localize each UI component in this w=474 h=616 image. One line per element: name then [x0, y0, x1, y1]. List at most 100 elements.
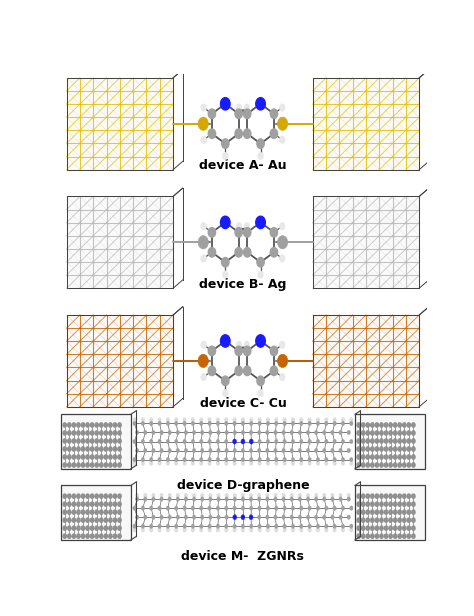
Circle shape — [339, 430, 342, 435]
Circle shape — [241, 514, 245, 520]
Circle shape — [402, 534, 406, 538]
Circle shape — [144, 515, 147, 519]
Circle shape — [249, 421, 253, 426]
Circle shape — [63, 431, 66, 435]
Circle shape — [412, 510, 415, 514]
Circle shape — [86, 510, 89, 514]
Circle shape — [220, 97, 230, 110]
Circle shape — [233, 418, 236, 421]
Circle shape — [384, 455, 388, 459]
Circle shape — [244, 248, 251, 257]
Circle shape — [258, 271, 264, 278]
Circle shape — [241, 448, 245, 453]
Circle shape — [86, 518, 89, 522]
Circle shape — [91, 502, 94, 506]
Circle shape — [77, 526, 80, 530]
Circle shape — [357, 439, 360, 443]
Circle shape — [279, 222, 285, 230]
Circle shape — [91, 439, 94, 443]
Circle shape — [333, 529, 336, 532]
Circle shape — [95, 510, 99, 514]
Circle shape — [331, 497, 334, 501]
Circle shape — [158, 418, 161, 421]
Circle shape — [393, 431, 397, 435]
Circle shape — [201, 515, 204, 519]
Circle shape — [191, 439, 195, 444]
Circle shape — [389, 447, 392, 451]
Circle shape — [149, 457, 153, 462]
Circle shape — [389, 534, 392, 538]
Circle shape — [407, 439, 410, 443]
Circle shape — [347, 494, 350, 497]
Circle shape — [347, 448, 350, 453]
Circle shape — [233, 506, 237, 511]
Circle shape — [100, 439, 103, 443]
Circle shape — [142, 461, 144, 465]
Circle shape — [191, 418, 194, 421]
Circle shape — [325, 461, 328, 465]
Circle shape — [166, 421, 170, 426]
Circle shape — [95, 423, 99, 427]
Circle shape — [235, 129, 242, 139]
Circle shape — [91, 518, 94, 522]
Circle shape — [77, 455, 80, 459]
Circle shape — [201, 136, 207, 144]
Circle shape — [306, 515, 310, 519]
Circle shape — [270, 248, 278, 257]
Circle shape — [266, 494, 269, 497]
Circle shape — [209, 497, 212, 501]
Circle shape — [220, 216, 230, 229]
Circle shape — [412, 534, 415, 538]
Circle shape — [371, 534, 374, 538]
Circle shape — [258, 524, 261, 529]
Circle shape — [384, 447, 388, 451]
Circle shape — [412, 502, 415, 506]
Circle shape — [357, 431, 360, 435]
Circle shape — [291, 494, 293, 497]
Circle shape — [68, 502, 71, 506]
Circle shape — [371, 502, 374, 506]
Circle shape — [366, 455, 369, 459]
Circle shape — [331, 430, 334, 435]
Circle shape — [235, 109, 242, 118]
Circle shape — [266, 506, 270, 511]
Circle shape — [366, 423, 369, 427]
Bar — [313, 197, 419, 288]
Circle shape — [389, 518, 392, 522]
Circle shape — [152, 497, 155, 501]
Circle shape — [314, 515, 318, 519]
Bar — [313, 315, 419, 407]
Circle shape — [109, 439, 112, 443]
Circle shape — [150, 418, 153, 421]
Circle shape — [362, 455, 365, 459]
Circle shape — [63, 423, 66, 427]
Circle shape — [63, 534, 66, 538]
Circle shape — [217, 494, 220, 497]
Circle shape — [208, 421, 211, 426]
Circle shape — [168, 515, 172, 519]
Circle shape — [86, 494, 89, 498]
Circle shape — [208, 457, 211, 462]
Circle shape — [185, 494, 187, 497]
Circle shape — [398, 431, 401, 435]
Circle shape — [82, 502, 85, 506]
Circle shape — [384, 526, 388, 530]
Circle shape — [174, 421, 178, 426]
Circle shape — [77, 463, 80, 467]
Circle shape — [412, 494, 415, 498]
Circle shape — [380, 423, 383, 427]
Circle shape — [244, 104, 250, 111]
Circle shape — [174, 506, 178, 511]
Circle shape — [274, 439, 278, 444]
Circle shape — [308, 457, 311, 462]
Circle shape — [109, 447, 112, 451]
Circle shape — [244, 227, 251, 237]
Circle shape — [109, 423, 112, 427]
Circle shape — [375, 494, 379, 498]
Circle shape — [308, 506, 311, 511]
Circle shape — [208, 346, 216, 355]
Circle shape — [217, 430, 220, 435]
Circle shape — [371, 510, 374, 514]
Circle shape — [91, 463, 94, 467]
Circle shape — [141, 524, 145, 529]
